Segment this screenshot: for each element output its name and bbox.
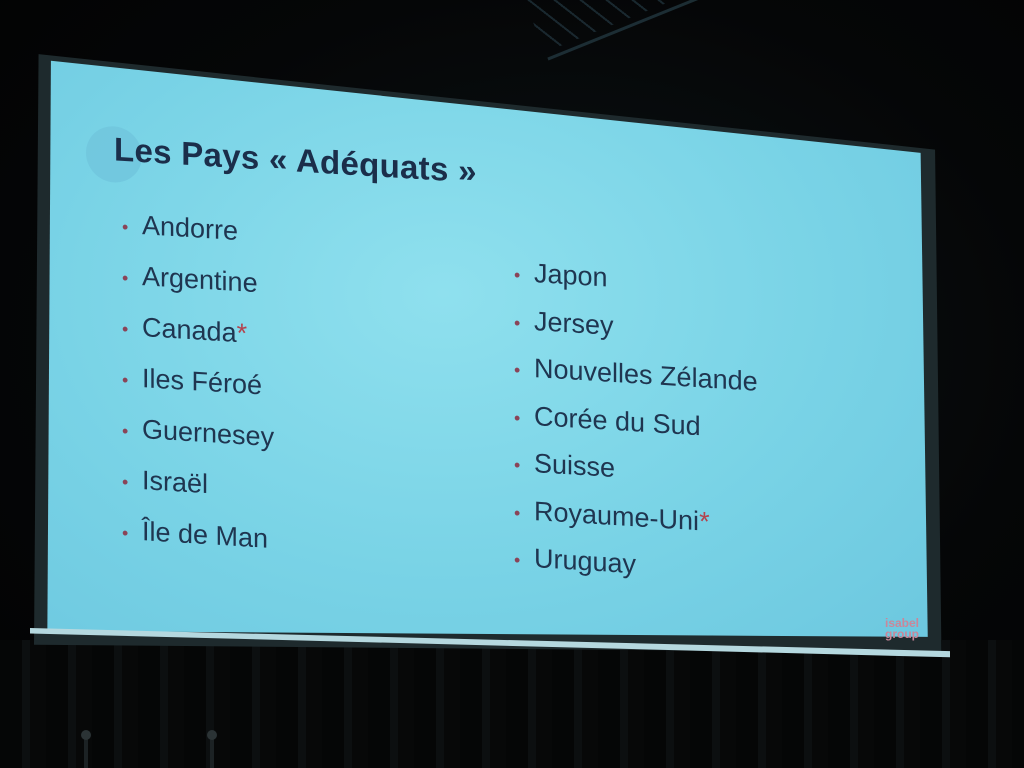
projection-screen: [47, 60, 928, 637]
country-name: Argentine: [142, 261, 258, 299]
asterisk-mark: *: [699, 505, 710, 537]
logo-line-2: group: [885, 627, 919, 641]
country-name: Andorre: [142, 210, 239, 246]
country-list-item: • Argentine: [120, 260, 274, 320]
country-name: Île de Man: [142, 516, 269, 554]
asterisk-mark: *: [236, 317, 248, 349]
country-list-left: • Andorre • Argentine • Canada* • Iles Féroé • Gu…: [120, 209, 274, 575]
bullet-icon: •: [514, 264, 521, 286]
country-list-item: • Guernesey: [120, 413, 274, 473]
bullet-icon: •: [122, 420, 129, 442]
country-name: Iles Féroé: [142, 363, 263, 401]
slide: Les Pays « Adéquats » • Andorre • Argentine…: [42, 56, 934, 705]
country-name: Suisse: [534, 448, 616, 484]
country-list-item: • Canada*: [120, 311, 274, 371]
bullet-icon: •: [514, 407, 521, 428]
bullet-icon: •: [122, 471, 129, 493]
country-name: Jersey: [534, 305, 614, 341]
slide-title: Les Pays « Adéquats »: [114, 130, 477, 190]
isabel-group-logo: isabel group: [880, 616, 924, 641]
country-list-item: • Israël: [120, 464, 274, 524]
country-name: Canada: [142, 312, 237, 348]
bullet-icon: •: [514, 502, 521, 523]
ceiling-truss: [520, 0, 725, 61]
country-list-item: • Iles Féroé: [120, 362, 274, 422]
bullet-icon: •: [122, 318, 129, 340]
microphone-right: [207, 730, 217, 768]
bullet-icon: •: [514, 312, 521, 333]
logo-line-1: isabel: [884, 616, 920, 630]
country-name: Israël: [142, 465, 209, 500]
bullet-icon: •: [514, 359, 521, 381]
country-name: Uruguay: [534, 543, 637, 580]
country-list-item: • Île de Man: [120, 515, 274, 575]
country-name: Japon: [534, 258, 608, 293]
country-list-right: • Japon • Jersey • Nouvelles Zélande • Corée du…: [512, 257, 758, 605]
bullet-icon: •: [122, 216, 129, 238]
microphone-left: [81, 730, 91, 768]
bullet-icon: •: [514, 454, 521, 476]
bullet-icon: •: [122, 267, 129, 289]
stage-curtain: [0, 640, 1024, 768]
bullet-icon: •: [514, 549, 521, 571]
bullet-icon: •: [122, 522, 129, 544]
country-list-item: • Andorre: [120, 209, 274, 269]
bullet-icon: •: [122, 369, 129, 391]
